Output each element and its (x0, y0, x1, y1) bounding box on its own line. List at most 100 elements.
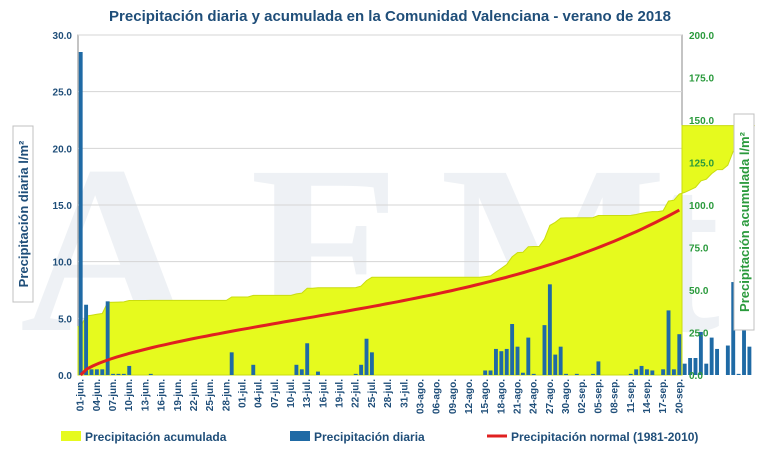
legend: Precipitación acumulada Precipitación di… (61, 430, 698, 444)
daily-bar (526, 337, 531, 375)
daily-bar (547, 284, 552, 375)
legend-swatch-daily (290, 431, 310, 441)
x-tick-label: 27-ago. (545, 379, 556, 414)
x-tick-label: 10-jun. (124, 379, 135, 411)
x-tick-label: 18-ago. (496, 379, 507, 414)
daily-bar (148, 373, 153, 375)
y2-tick-label: 150.0 (689, 116, 714, 127)
daily-bar (359, 364, 364, 375)
x-tick-label: 04-jul. (254, 379, 265, 408)
daily-bar (84, 304, 89, 375)
y-tick-label: 20.0 (53, 144, 73, 155)
daily-bar (677, 334, 682, 375)
daily-bar (294, 364, 299, 375)
legend-label-normal: Precipitación normal (1981-2010) (511, 430, 698, 444)
y-tick-label: 0.0 (58, 371, 72, 382)
x-tick-label: 11-sep. (626, 379, 637, 413)
x-tick-label: 10-jul. (286, 379, 297, 408)
x-tick-label: 02-sep. (577, 379, 588, 414)
daily-bar (639, 365, 644, 375)
daily-bar (666, 310, 671, 375)
y2-tick-label: 25.0 (689, 329, 709, 340)
x-tick-label: 28-jul. (383, 379, 394, 408)
daily-bar (520, 372, 525, 375)
y-tick-label: 25.0 (53, 88, 73, 99)
x-tick-label: 22-jun. (189, 379, 200, 411)
x-tick-label: 06-ago. (432, 379, 443, 414)
plot-area (77, 34, 755, 377)
daily-bar (725, 345, 730, 375)
x-tick-label: 12-ago. (464, 379, 475, 414)
daily-bar (671, 369, 676, 375)
daily-bar (645, 369, 649, 375)
normal-line (79, 208, 681, 377)
y2-tick-label: 50.0 (689, 286, 709, 297)
daily-bar (251, 364, 256, 375)
x-tick-label: 25-jul. (367, 379, 378, 408)
daily-bar (504, 348, 509, 375)
left-axis-label: Precipitación diaria l/m² (12, 125, 34, 303)
daily-bar (693, 358, 698, 375)
y2-tick-label: 75.0 (689, 244, 709, 255)
right-axis-label: Precipitación acumulada l/m² (733, 113, 755, 331)
x-tick-label: 01-jun. (76, 379, 87, 411)
daily-bar (596, 361, 601, 375)
y-tick-label: 15.0 (53, 201, 73, 212)
x-tick-label: 13-jul. (302, 379, 313, 408)
x-tick-label: 16-jun. (157, 379, 168, 411)
daily-bar (564, 373, 568, 375)
chart-title: Precipitación diaria y acumulada en la C… (109, 8, 671, 25)
daily-bar (105, 301, 110, 375)
legend-label-accumulated: Precipitación acumulada (85, 430, 227, 444)
daily-bar (688, 358, 693, 375)
x-tick-label: 05-sep. (593, 379, 604, 414)
x-tick-label: 09-ago. (448, 379, 459, 414)
x-tick-label: 31-jul. (399, 379, 410, 408)
x-tick-label: 21-ago. (513, 379, 524, 414)
daily-bar (111, 373, 115, 375)
daily-bar (488, 370, 493, 375)
x-tick-label: 22-jul. (351, 379, 362, 408)
y-tick-label: 30.0 (53, 31, 73, 42)
daily-bar (591, 373, 595, 375)
y-tick-label: 5.0 (58, 314, 72, 325)
x-tick-label: 13-jun. (140, 379, 151, 411)
left-axis-ticks: 0.0 5.0 10.0 15.0 20.0 25.0 30.0 (53, 31, 73, 382)
y2-tick-label: 175.0 (689, 74, 714, 85)
legend-swatch-accumulated (61, 431, 81, 441)
daily-bar (574, 373, 579, 375)
x-tick-label: 17-sep. (658, 379, 669, 414)
daily-bar (229, 352, 234, 375)
x-tick-label: 19-jun. (173, 379, 184, 411)
daily-bar (364, 338, 369, 375)
daily-bar (369, 352, 374, 375)
x-tick-label: 01-jul. (237, 379, 248, 408)
daily-bar (316, 371, 320, 375)
daily-bar (650, 370, 655, 375)
daily-bar (483, 370, 488, 375)
accumulated-area (77, 125, 755, 376)
x-tick-label: 07-jun. (108, 379, 119, 411)
x-tick-label: 03-ago. (415, 379, 426, 414)
daily-bar (515, 346, 520, 375)
x-tick-label: 30-ago. (561, 379, 572, 414)
daily-bar (89, 369, 94, 375)
x-tick-label: 15-ago. (480, 379, 491, 414)
daily-bar (305, 343, 310, 375)
daily-bar (661, 369, 666, 375)
y-tick-label: 10.0 (53, 258, 73, 269)
daily-bar (715, 348, 719, 375)
daily-bar (121, 373, 126, 375)
x-tick-label: 08-sep. (610, 379, 621, 414)
daily-bar (628, 373, 633, 375)
daily-bars (78, 52, 752, 375)
x-axis-ticks: 01-jun. 04-jun. 07-jun. 10-jun. 13-jun. 16-ju… (76, 379, 686, 414)
daily-bar (709, 337, 714, 375)
x-tick-label: 14-sep. (642, 379, 653, 414)
daily-bar (494, 348, 498, 375)
daily-bar (558, 346, 563, 375)
daily-bar (78, 52, 83, 375)
x-tick-label: 24-ago. (529, 379, 540, 414)
daily-bar (116, 373, 121, 375)
